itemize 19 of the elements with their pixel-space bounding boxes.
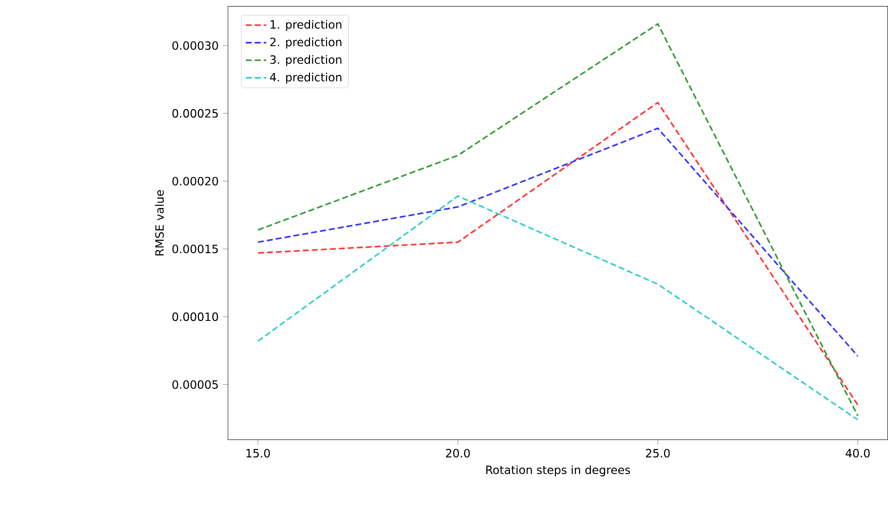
- legend-label: 1. prediction: [270, 20, 342, 31]
- x-tick-label: 25.0: [646, 448, 670, 458]
- line-series: [257, 195, 859, 420]
- x-tick-label: 20.0: [446, 448, 470, 458]
- x-axis-title: Rotation steps in degrees: [486, 465, 630, 476]
- y-tick-label: 0.00030: [172, 41, 218, 50]
- line-series: [257, 102, 859, 406]
- x-tick-label: 15.0: [246, 448, 270, 458]
- line-series: [257, 127, 859, 357]
- y-tick-label: 0.00020: [172, 176, 218, 186]
- legend-label: 2. prediction: [270, 37, 342, 48]
- y-axis-title: RMSE value: [155, 190, 164, 256]
- y-tick-label: 0.00010: [172, 312, 218, 321]
- x-tick-label: 40.0: [846, 448, 870, 458]
- y-tick-label: 0.00005: [172, 380, 218, 389]
- legend-label: 4. prediction: [270, 72, 342, 84]
- legend-label: 3. prediction: [270, 54, 342, 66]
- y-tick-label: 0.00015: [172, 244, 218, 254]
- y-tick-label: 0.00025: [172, 108, 218, 118]
